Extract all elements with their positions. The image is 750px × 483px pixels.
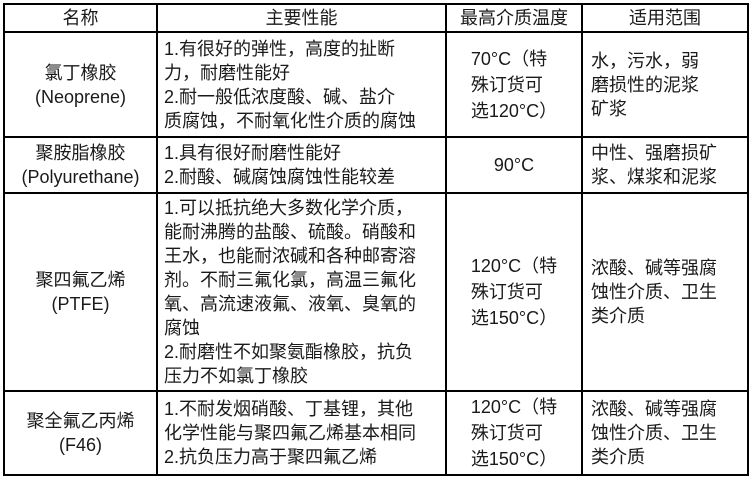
table-row-f46: 聚全氟乙丙烯 (F46) 1.不耐发烟硝酸、丁基锂，其他 化学性能与聚四氟乙烯基…	[3, 390, 749, 476]
header-row: 名称 主要性能 最高介质温度 适用范围	[3, 3, 749, 33]
table-row-ptfe: 聚四氟乙烯 (PTFE) 1.可以抵抗绝大多数化学介质， 能耐沸腾的盐酸、硫酸。…	[3, 192, 749, 392]
material-temperature-text: 120°C（特 殊订货可 选150°C）	[470, 397, 558, 469]
material-temperature: 70°C（特 殊订货可 选120°C）	[445, 31, 583, 138]
table-row-neoprene: 氯丁橡胶 (Neoprene) 1.有很好的弹性，高度的扯断 力，耐磨性能好 2…	[3, 31, 749, 138]
material-properties: 1.不耐发烟硝酸、丁基锂，其他 化学性能与聚四氟乙烯基本相同 2.抗负压力高于聚…	[156, 390, 447, 476]
material-name: 聚全氟乙丙烯 (F46)	[3, 390, 158, 476]
header-name: 名称	[3, 3, 158, 33]
material-name: 聚胺脂橡胶 (Polyurethane)	[3, 136, 158, 194]
material-temperature-text: 120°C（特 殊订货可 选150°C）	[470, 256, 558, 328]
material-application: 浓酸、碱等强腐 蚀性介质、卫生 类介质	[581, 192, 749, 392]
table-row-polyurethane: 聚胺脂橡胶 (Polyurethane) 1.具有很好耐磨性能好 2.耐酸、碱腐…	[3, 136, 749, 194]
material-temperature: 120°C（特 殊订货可 选150°C）	[445, 192, 583, 392]
lining-material-properties-table: 名称 主要性能 最高介质温度 适用范围 氯丁橡胶 (Neoprene) 1.有很…	[3, 3, 749, 476]
header-main-properties: 主要性能	[156, 3, 447, 33]
material-name: 氯丁橡胶 (Neoprene)	[3, 31, 158, 138]
material-temperature: 120°C（特 殊订货可 选150°C）	[445, 390, 583, 476]
material-application: 浓酸、碱等强腐 蚀性介质、卫生 类介质	[581, 390, 749, 476]
material-application: 中性、强磨损矿 浆、煤浆和泥浆	[581, 136, 749, 194]
header-max-medium-temperature: 最高介质温度	[445, 3, 583, 33]
material-properties: 1.有很好的弹性，高度的扯断 力，耐磨性能好 2.耐一般低浓度酸、碱、盐介 质腐…	[156, 31, 447, 138]
material-temperature-text: 70°C（特 殊订货可 选120°C）	[470, 48, 558, 121]
material-temperature-text: 90°C	[493, 155, 535, 175]
material-temperature: 90°C	[445, 136, 583, 194]
material-properties: 1.可以抵抗绝大多数化学介质， 能耐沸腾的盐酸、硫酸。硝酸和 王水，也能耐浓碱和…	[156, 192, 447, 392]
material-application: 水，污水，弱 磨损性的泥浆 矿浆	[581, 31, 749, 138]
material-name: 聚四氟乙烯 (PTFE)	[3, 192, 158, 392]
header-application-range: 适用范围	[581, 3, 749, 33]
material-properties: 1.具有很好耐磨性能好 2.耐酸、碱腐蚀腐蚀性能较差	[156, 136, 447, 194]
